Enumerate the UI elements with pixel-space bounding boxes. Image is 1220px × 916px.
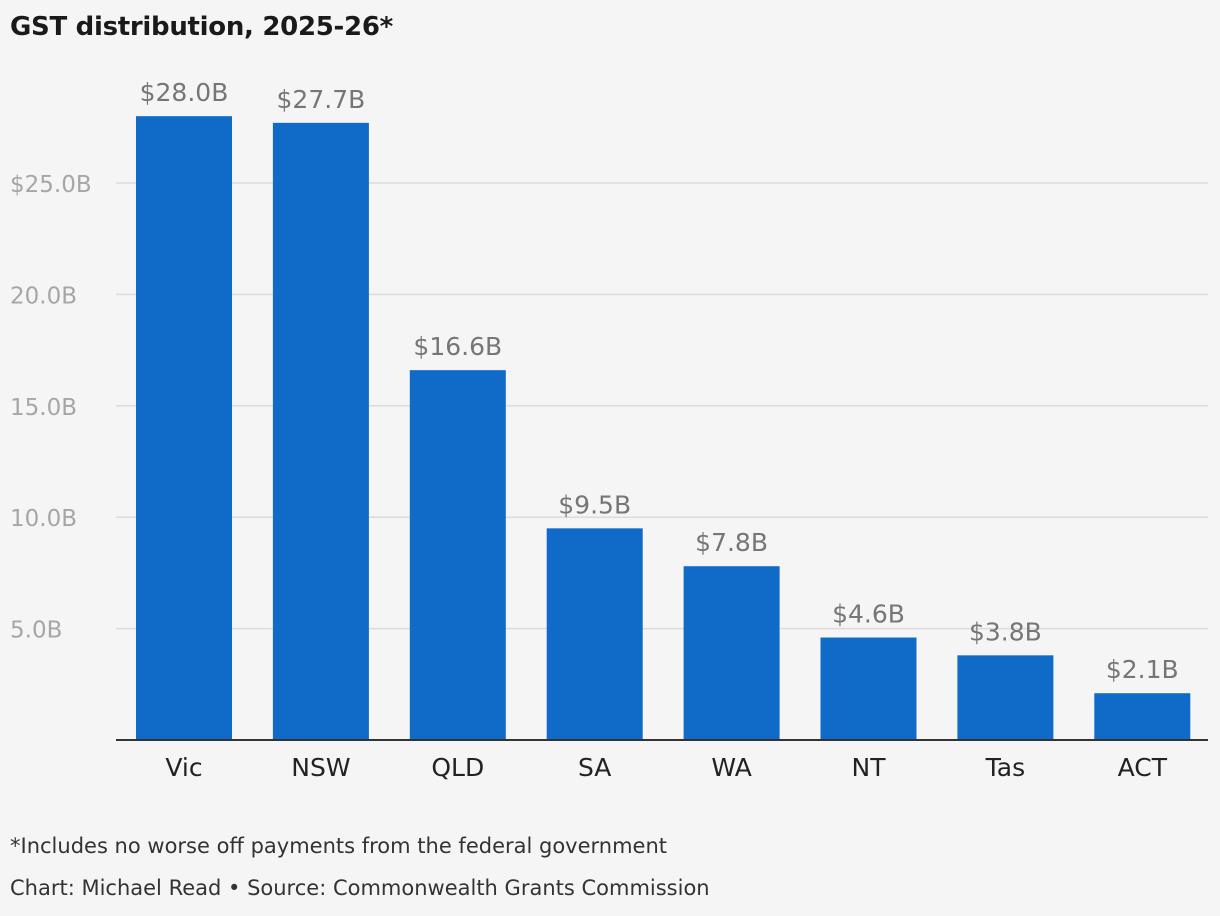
y-tick-label: 10.0B — [10, 506, 77, 532]
value-labels: $28.0B $27.7B $16.6B $9.5B $7.8B $4.6B $3.8B $2… — [140, 78, 1179, 684]
bar-tas — [957, 655, 1054, 740]
footnote: *Includes no worse off payments from the… — [10, 834, 668, 858]
x-tick-label: ACT — [1118, 753, 1168, 782]
bar-nt — [820, 637, 917, 740]
x-axis-tick-labels: Vic NSW QLD SA WA NT Tas ACT — [165, 753, 1167, 782]
y-tick-label: 20.0B — [10, 283, 77, 309]
bar-sa — [546, 528, 643, 740]
source-credit: Chart: Michael Read • Source: Commonweal… — [10, 876, 710, 900]
value-label: $2.1B — [1106, 655, 1179, 684]
y-tick-label: 5.0B — [10, 618, 62, 644]
bar-vic — [136, 116, 232, 740]
chart-title: GST distribution, 2025-26* — [10, 12, 393, 42]
value-label: $16.6B — [413, 332, 502, 361]
x-tick-label: WA — [711, 753, 751, 782]
y-axis-tick-labels: 5.0B 10.0B 15.0B 20.0B $25.0B — [10, 172, 92, 644]
bars — [136, 116, 1191, 741]
value-label: $3.8B — [969, 617, 1042, 646]
value-label: $9.5B — [558, 490, 631, 519]
y-tick-label: 15.0B — [10, 395, 77, 421]
value-label: $7.8B — [695, 528, 768, 557]
bar-act — [1094, 693, 1191, 740]
y-tick-label: $25.0B — [10, 172, 92, 198]
bar-qld — [409, 370, 506, 740]
bar-wa — [683, 566, 780, 740]
x-tick-label: Vic — [165, 753, 202, 782]
x-tick-label: NT — [852, 753, 887, 782]
x-tick-label: SA — [578, 753, 611, 782]
x-tick-label: QLD — [431, 753, 484, 782]
value-label: $27.7B — [277, 85, 366, 114]
value-label: $28.0B — [140, 78, 229, 107]
x-tick-label: Tas — [985, 753, 1025, 782]
value-label: $4.6B — [832, 600, 905, 629]
x-tick-label: NSW — [291, 753, 350, 782]
bar-nsw — [272, 122, 369, 741]
